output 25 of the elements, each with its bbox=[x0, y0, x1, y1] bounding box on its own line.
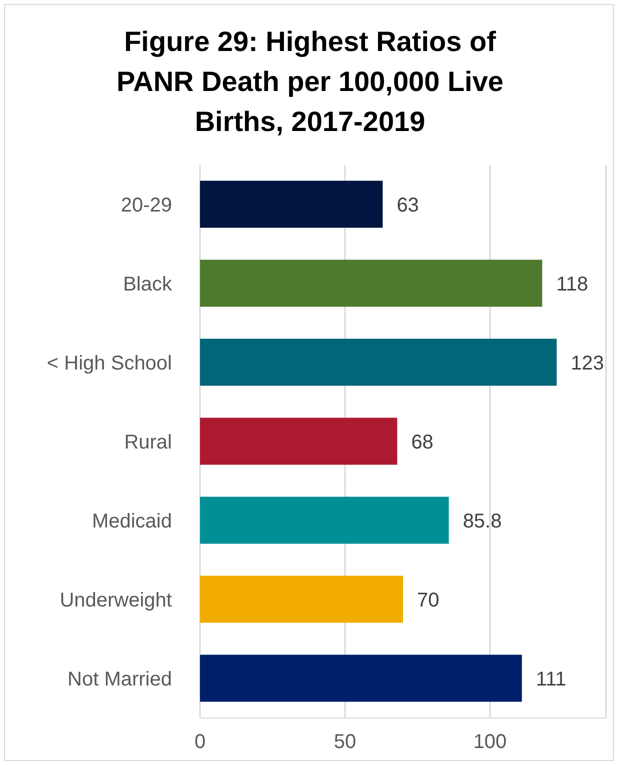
y-tick-label: < High School bbox=[46, 352, 172, 375]
x-tick-label: 0 bbox=[194, 731, 206, 754]
bar bbox=[200, 338, 557, 386]
data-label: 85.8 bbox=[462, 510, 502, 532]
bar bbox=[200, 496, 449, 544]
bar bbox=[200, 418, 398, 465]
y-tick-label: Rural bbox=[124, 432, 172, 454]
data-label: 63 bbox=[396, 194, 419, 216]
y-tick-label: Medicaid bbox=[92, 510, 172, 533]
bar bbox=[200, 260, 542, 307]
y-tick-label: Not Married bbox=[68, 668, 172, 691]
y-tick-label: Black bbox=[123, 274, 173, 296]
data-label: 123 bbox=[570, 352, 604, 374]
bar bbox=[200, 180, 383, 228]
y-tick-label: Underweight bbox=[60, 590, 172, 612]
data-label: 70 bbox=[417, 589, 440, 612]
x-tick-label: 100 bbox=[473, 731, 507, 754]
x-tick-label: 50 bbox=[334, 731, 356, 754]
y-tick-label: 20-29 bbox=[120, 194, 172, 217]
data-label: 68 bbox=[411, 431, 434, 454]
chart-title: Figure 29: Highest Ratios of PANR Death per 100,000 Live Births, 2017-2019 bbox=[116, 25, 504, 139]
data-label: 118 bbox=[556, 273, 588, 296]
data-label: 111 bbox=[536, 668, 566, 690]
bar bbox=[200, 654, 522, 702]
bar bbox=[200, 576, 403, 623]
